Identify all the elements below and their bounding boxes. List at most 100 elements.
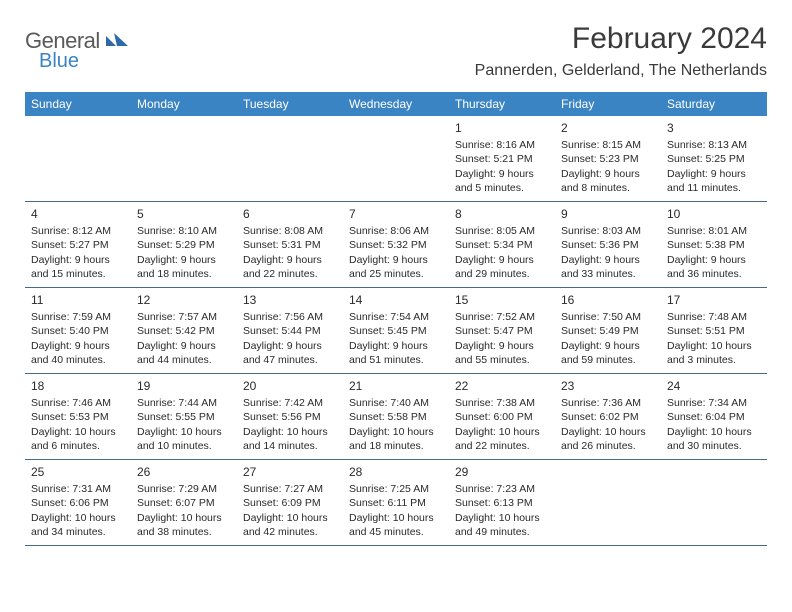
daylight-text: Daylight: 10 hours — [455, 511, 549, 525]
daylight-text: Daylight: 9 hours — [137, 253, 231, 267]
sunset-text: Sunset: 5:58 PM — [349, 410, 443, 424]
weekday-header: Friday — [555, 92, 661, 116]
daylight-text: Daylight: 9 hours — [561, 339, 655, 353]
weekday-header: Wednesday — [343, 92, 449, 116]
daylight-text: Daylight: 10 hours — [455, 425, 549, 439]
sunset-text: Sunset: 5:23 PM — [561, 152, 655, 166]
daylight-text: Daylight: 9 hours — [667, 167, 761, 181]
sunrise-text: Sunrise: 7:59 AM — [31, 310, 125, 324]
daylight-text: and 51 minutes. — [349, 353, 443, 367]
sunset-text: Sunset: 5:53 PM — [31, 410, 125, 424]
daylight-text: Daylight: 10 hours — [349, 511, 443, 525]
sunrise-text: Sunrise: 7:56 AM — [243, 310, 337, 324]
weekday-header-row: Sunday Monday Tuesday Wednesday Thursday… — [25, 92, 767, 116]
day-cell — [25, 116, 131, 201]
day-cell: 20Sunrise: 7:42 AMSunset: 5:56 PMDayligh… — [237, 374, 343, 459]
daylight-text: Daylight: 9 hours — [243, 253, 337, 267]
daylight-text: and 15 minutes. — [31, 267, 125, 281]
day-number: 26 — [137, 464, 231, 480]
sunrise-text: Sunrise: 7:36 AM — [561, 396, 655, 410]
daylight-text: and 11 minutes. — [667, 181, 761, 195]
daylight-text: and 18 minutes. — [137, 267, 231, 281]
day-cell: 13Sunrise: 7:56 AMSunset: 5:44 PMDayligh… — [237, 288, 343, 373]
day-cell: 17 Sunrise: 7:48 AMSunset: 5:51 PMDayligh… — [661, 288, 767, 373]
day-number: 17 — [667, 292, 761, 308]
sunrise-text: Sunrise: 7:46 AM — [31, 396, 125, 410]
day-cell — [131, 116, 237, 201]
sunset-text: Sunset: 5:29 PM — [137, 238, 231, 252]
weekday-header: Thursday — [449, 92, 555, 116]
sunset-text: Sunset: 5:40 PM — [31, 324, 125, 338]
week-row: 1Sunrise: 8:16 AMSunset: 5:21 PMDaylight… — [25, 116, 767, 202]
sunset-text: Sunset: 6:02 PM — [561, 410, 655, 424]
sunset-text: Sunset: 5:34 PM — [455, 238, 549, 252]
weekday-header: Saturday — [661, 92, 767, 116]
sunrise-text: Sunrise: 7:52 AM — [455, 310, 549, 324]
daylight-text: and 10 minutes. — [137, 439, 231, 453]
sunset-text: Sunset: 5:38 PM — [667, 238, 761, 252]
daylight-text: Daylight: 10 hours — [31, 425, 125, 439]
sunrise-text: Sunrise: 7:42 AM — [243, 396, 337, 410]
daylight-text: and 34 minutes. — [31, 525, 125, 539]
day-cell: 6Sunrise: 8:08 AMSunset: 5:31 PMDaylight… — [237, 202, 343, 287]
week-row: 4Sunrise: 8:12 AMSunset: 5:27 PMDaylight… — [25, 202, 767, 288]
day-cell: 2Sunrise: 8:15 AMSunset: 5:23 PMDaylight… — [555, 116, 661, 201]
sunrise-text: Sunrise: 8:12 AM — [31, 224, 125, 238]
daylight-text: Daylight: 9 hours — [455, 339, 549, 353]
sunset-text: Sunset: 5:51 PM — [667, 324, 761, 338]
day-number: 7 — [349, 206, 443, 222]
day-cell: 29Sunrise: 7:23 AMSunset: 6:13 PMDayligh… — [449, 460, 555, 545]
daylight-text: Daylight: 9 hours — [31, 339, 125, 353]
daylight-text: Daylight: 10 hours — [31, 511, 125, 525]
sunset-text: Sunset: 6:00 PM — [455, 410, 549, 424]
day-number: 27 — [243, 464, 337, 480]
day-cell: 26Sunrise: 7:29 AMSunset: 6:07 PMDayligh… — [131, 460, 237, 545]
day-cell: 15Sunrise: 7:52 AMSunset: 5:47 PMDayligh… — [449, 288, 555, 373]
daylight-text: Daylight: 10 hours — [137, 425, 231, 439]
sunset-text: Sunset: 6:13 PM — [455, 496, 549, 510]
daylight-text: Daylight: 10 hours — [137, 511, 231, 525]
weeks-container: 1Sunrise: 8:16 AMSunset: 5:21 PMDaylight… — [25, 116, 767, 546]
day-cell: 19Sunrise: 7:44 AMSunset: 5:55 PMDayligh… — [131, 374, 237, 459]
sunrise-text: Sunrise: 8:10 AM — [137, 224, 231, 238]
sunrise-text: Sunrise: 7:23 AM — [455, 482, 549, 496]
day-cell: 21Sunrise: 7:40 AMSunset: 5:58 PMDayligh… — [343, 374, 449, 459]
daylight-text: and 6 minutes. — [31, 439, 125, 453]
day-number: 12 — [137, 292, 231, 308]
day-cell: 8Sunrise: 8:05 AMSunset: 5:34 PMDaylight… — [449, 202, 555, 287]
sunset-text: Sunset: 6:04 PM — [667, 410, 761, 424]
weekday-header: Monday — [131, 92, 237, 116]
daylight-text: and 5 minutes. — [455, 181, 549, 195]
calendar: Sunday Monday Tuesday Wednesday Thursday… — [25, 92, 767, 546]
day-number: 5 — [137, 206, 231, 222]
daylight-text: Daylight: 10 hours — [349, 425, 443, 439]
sunset-text: Sunset: 5:32 PM — [349, 238, 443, 252]
day-number: 15 — [455, 292, 549, 308]
day-number: 24 — [667, 378, 761, 394]
day-number: 3 — [667, 120, 761, 136]
sunrise-text: Sunrise: 7:48 AM — [667, 310, 761, 324]
day-cell: 23Sunrise: 7:36 AMSunset: 6:02 PMDayligh… — [555, 374, 661, 459]
daylight-text: and 47 minutes. — [243, 353, 337, 367]
day-cell: 27Sunrise: 7:27 AMSunset: 6:09 PMDayligh… — [237, 460, 343, 545]
daylight-text: and 14 minutes. — [243, 439, 337, 453]
week-row: 11Sunrise: 7:59 AMSunset: 5:40 PMDayligh… — [25, 288, 767, 374]
daylight-text: Daylight: 10 hours — [243, 511, 337, 525]
sunrise-text: Sunrise: 8:06 AM — [349, 224, 443, 238]
daylight-text: and 8 minutes. — [561, 181, 655, 195]
daylight-text: and 33 minutes. — [561, 267, 655, 281]
sunset-text: Sunset: 5:25 PM — [667, 152, 761, 166]
sunset-text: Sunset: 5:56 PM — [243, 410, 337, 424]
day-number: 13 — [243, 292, 337, 308]
sunset-text: Sunset: 5:44 PM — [243, 324, 337, 338]
day-number: 16 — [561, 292, 655, 308]
day-cell: 12Sunrise: 7:57 AMSunset: 5:42 PMDayligh… — [131, 288, 237, 373]
daylight-text: and 22 minutes. — [455, 439, 549, 453]
sunrise-text: Sunrise: 7:27 AM — [243, 482, 337, 496]
sunrise-text: Sunrise: 7:50 AM — [561, 310, 655, 324]
daylight-text: and 44 minutes. — [137, 353, 231, 367]
day-number: 1 — [455, 120, 549, 136]
day-number: 10 — [667, 206, 761, 222]
sunset-text: Sunset: 5:55 PM — [137, 410, 231, 424]
daylight-text: Daylight: 10 hours — [667, 339, 761, 353]
